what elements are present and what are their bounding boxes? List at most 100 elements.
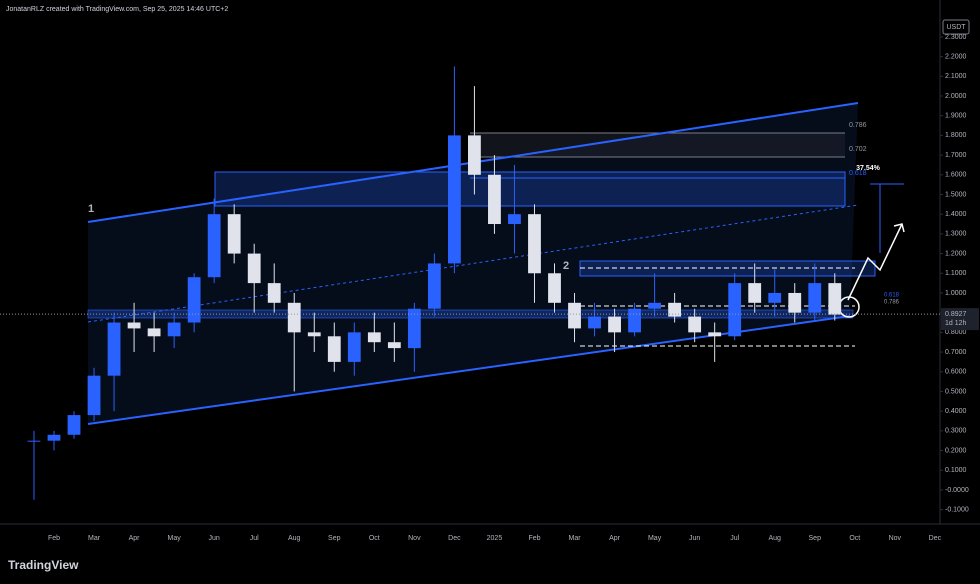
fib-label: 0.618 [884, 293, 900, 299]
y-tick-label: 1.9000 [945, 113, 967, 120]
candle-body [187, 277, 201, 323]
x-tick-label: Jul [730, 535, 739, 542]
projection-arrow [847, 223, 903, 301]
y-tick-label: 2.2000 [945, 53, 967, 60]
y-tick-label: 1.4000 [945, 211, 967, 218]
x-tick-label: Aug [768, 535, 781, 542]
candle-body [127, 322, 141, 329]
fib-label: 0.618 [849, 170, 867, 177]
candle-body [708, 332, 722, 337]
currency-box [942, 19, 970, 35]
y-tick-label: 0.4000 [945, 408, 967, 415]
wave-label: 2 [563, 260, 569, 272]
candle-body [147, 328, 161, 337]
candle-body [107, 322, 121, 376]
x-tick-label: Nov [889, 535, 902, 542]
header: JonatanRLZ created with TradingView.com,… [6, 6, 228, 13]
candle-body [748, 283, 762, 303]
x-tick-label: Sep [809, 535, 822, 542]
y-tick-label: 0.6000 [945, 369, 967, 376]
candle-body [267, 283, 281, 303]
candle-body [668, 302, 682, 317]
candle-body [407, 308, 421, 349]
y-tick-label: 0.2000 [945, 447, 967, 454]
footer-logo: TradingView [8, 558, 79, 572]
x-tick-label: Apr [129, 535, 141, 542]
candle-body [468, 135, 481, 175]
y-tick-label: 0.1000 [945, 467, 967, 474]
wave-label: 1 [88, 203, 94, 215]
candle-body [427, 263, 441, 309]
candle-body [247, 253, 261, 284]
channel-mid [87, 204, 859, 323]
candle-body [327, 336, 341, 362]
x-tick-label: Jul [250, 535, 259, 542]
y-tick-label: 0.8000 [945, 329, 967, 336]
currency: USDT [946, 24, 966, 31]
channel-fill [88, 103, 858, 424]
y-tick-label: 1.8000 [945, 132, 967, 139]
x-tick-label: Feb [48, 535, 60, 542]
candle-body [568, 302, 581, 329]
candle-body [628, 308, 641, 333]
candle-body [207, 214, 221, 278]
x-tick-label: Oct [849, 535, 860, 542]
candle-body [768, 292, 782, 303]
y-tick-label: 1.1000 [945, 270, 967, 277]
x-tick-label: Jun [209, 535, 220, 542]
candle-body [47, 434, 61, 441]
candle-body [508, 214, 521, 225]
candle-body [287, 302, 301, 333]
candle-body [728, 283, 742, 337]
x-tick-label: Sep [328, 535, 341, 542]
x-tick-label: Nov [408, 535, 421, 542]
candles [27, 66, 842, 500]
x-tick-label: Aug [288, 535, 301, 542]
candle-body [828, 283, 842, 315]
y-tick-label: -0.0000 [945, 487, 969, 494]
candle-body [67, 415, 81, 435]
y-tick-label: 2.0000 [945, 93, 967, 100]
candle-body [808, 283, 822, 313]
countdown-label: 1d 12h [945, 320, 967, 327]
candle-body [528, 214, 541, 274]
y-tick-label: 2.3000 [945, 34, 967, 41]
measure-label: 37.54% [856, 165, 881, 172]
y-tick-label: 1.5000 [945, 191, 967, 198]
y-tick-label: 0.5000 [945, 388, 967, 395]
y-tick-label: 0.3000 [945, 428, 967, 435]
candle-body [608, 316, 621, 333]
y-tick-label: 1.0000 [945, 290, 967, 297]
channel-bottom [87, 315, 851, 425]
arrow-head [893, 223, 905, 233]
fib-label: 0.786 [849, 122, 867, 129]
candle-body [367, 332, 381, 343]
x-tick-label: Mar [568, 535, 581, 542]
x-tick-label: May [168, 535, 182, 542]
candle-body [648, 302, 662, 309]
supply-zone [214, 171, 846, 207]
x-tick-label: 2025 [487, 535, 503, 542]
y-tick-label: 1.2000 [945, 250, 967, 257]
x-tick-label: Dec [929, 535, 942, 542]
candle-body [387, 342, 401, 349]
candle-body [688, 316, 702, 333]
last-price-box [941, 308, 979, 331]
y-tick-label: 1.7000 [945, 152, 967, 159]
y-tick-label: 0.7000 [945, 349, 967, 356]
candle-body [548, 273, 561, 303]
x-tick-label: Apr [609, 535, 621, 542]
x-tick-label: Oct [369, 535, 380, 542]
y-tick-label: 2.1000 [945, 73, 967, 80]
candle-body [227, 214, 241, 254]
x-tick-label: Mar [88, 535, 101, 542]
x-tick-label: Dec [448, 535, 461, 542]
candle-body [588, 316, 601, 329]
support-band [87, 309, 854, 319]
fib-label: 0.702 [849, 146, 867, 153]
candle-body [788, 292, 802, 313]
candle-body [167, 322, 181, 337]
last-price-label: 0.8927 [945, 311, 967, 318]
candle-body [307, 332, 321, 337]
y-tick-label: 1.6000 [945, 172, 967, 179]
